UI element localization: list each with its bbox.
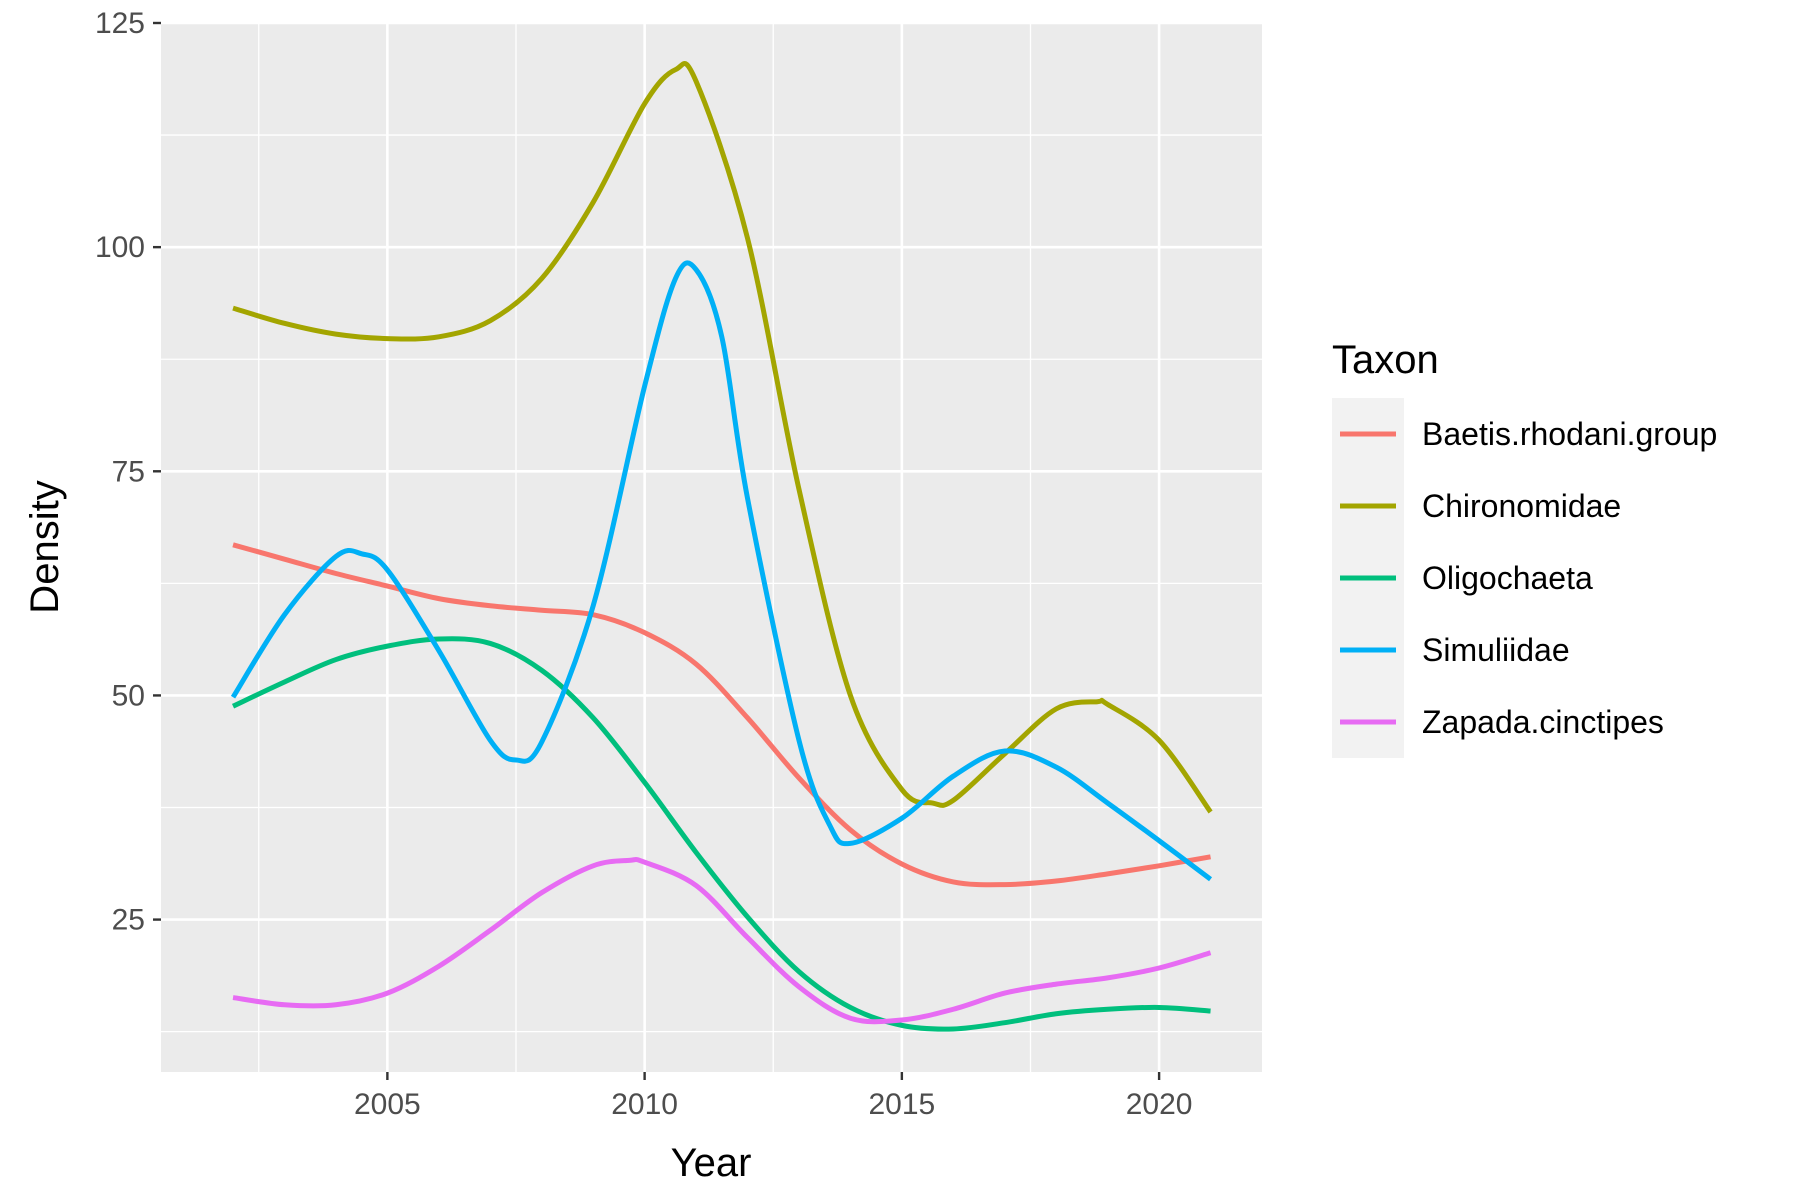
x-tick-label: 2005 [354, 1088, 421, 1121]
x-axis-title: Year [671, 1141, 752, 1185]
tick-labels: 2005 2010 2015 2020 25 50 75 100 125 [95, 7, 1193, 1121]
y-tick-label: 100 [95, 231, 145, 264]
series-line-baetis-rhodani-group [232, 542, 1211, 888]
series-line-chironomidae [232, 61, 1213, 814]
minor-gridlines [161, 23, 1262, 1072]
x-tick-label: 2010 [611, 1088, 678, 1121]
plot-panel [161, 23, 1262, 1072]
legend-label-baetis-rhodani-group: Baetis.rhodani.group [1422, 416, 1717, 452]
x-tick-label: 2020 [1126, 1088, 1193, 1121]
major-gridlines [161, 21, 1262, 1072]
legend-label-zapada-cinctipes: Zapada.cinctipes [1422, 704, 1664, 740]
series-lines [230, 61, 1213, 1032]
legend-label-simuliidae: Simuliidae [1422, 632, 1570, 668]
legend-label-oligochaeta: Oligochaeta [1422, 560, 1593, 596]
y-tick-label: 75 [112, 455, 145, 488]
axis-ticks [153, 21, 1161, 1080]
legend-title: Taxon [1332, 338, 1439, 382]
x-tick-label: 2015 [868, 1088, 935, 1121]
legend-label-chironomidae: Chironomidae [1422, 488, 1621, 524]
legend: Taxon Baetis.rhodani.group Chironomidae Ol… [1332, 338, 1717, 758]
y-tick-label: 125 [95, 7, 145, 40]
legend-items: Baetis.rhodani.group Chironomidae Oligocha… [1332, 398, 1717, 758]
series-line-zapada-cinctipes [232, 857, 1212, 1025]
y-tick-label: 25 [112, 904, 145, 937]
series-line-oligochaeta [231, 636, 1211, 1032]
series-line-simuliidae [230, 260, 1213, 882]
y-tick-label: 50 [112, 679, 145, 712]
y-axis-title: Density [23, 480, 67, 613]
